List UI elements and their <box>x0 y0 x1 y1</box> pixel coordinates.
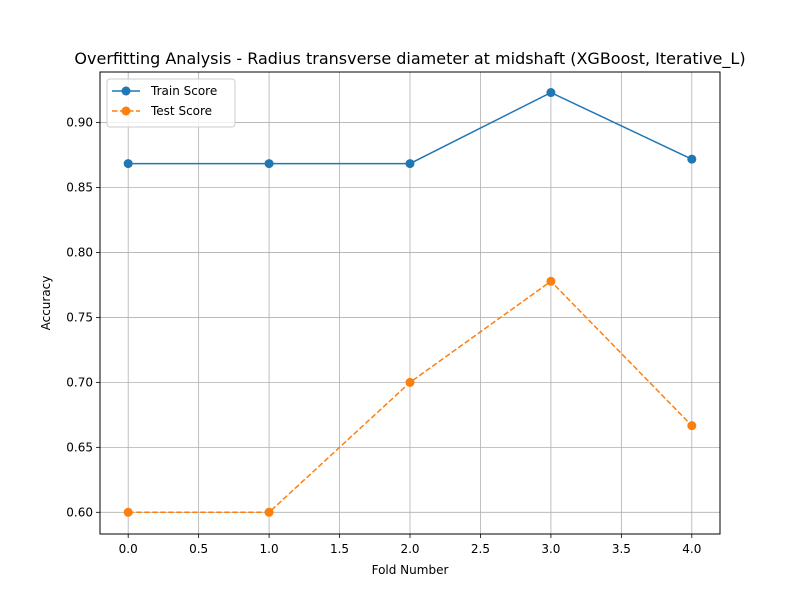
x-tick-label: 1.5 <box>330 542 349 556</box>
x-tick-label: 2.5 <box>471 542 490 556</box>
y-tick-label: 0.90 <box>66 116 93 130</box>
x-tick-label: 0.0 <box>119 542 138 556</box>
legend-marker-test-score <box>121 106 131 116</box>
y-tick-label: 0.70 <box>66 375 93 389</box>
test-score-point <box>264 507 274 517</box>
x-tick-label: 1.0 <box>260 542 279 556</box>
y-axis: 0.60 0.65 0.70 0.75 0.80 0.85 0.90 <box>66 116 100 519</box>
y-tick-label: 0.65 <box>66 440 93 454</box>
legend-label-train-score: Train Score <box>150 84 217 98</box>
legend-label-test-score: Test Score <box>150 104 212 118</box>
x-tick-label: 3.0 <box>541 542 560 556</box>
train-score-point <box>264 159 274 169</box>
y-axis-label: Accuracy <box>39 276 53 331</box>
x-axis-label: Fold Number <box>372 563 449 577</box>
y-tick-label: 0.60 <box>66 505 93 519</box>
y-tick-label: 0.80 <box>66 245 93 259</box>
test-score-point <box>687 421 697 431</box>
chart-title: Overfitting Analysis - Radius transverse… <box>74 49 745 69</box>
legend: Train Score Test Score <box>106 78 236 128</box>
y-tick-label: 0.75 <box>66 310 93 324</box>
legend-marker-train-score <box>121 86 131 96</box>
x-tick-label: 2.0 <box>400 542 419 556</box>
series-layer <box>123 88 697 517</box>
x-tick-label: 4.0 <box>682 542 701 556</box>
x-axis: 0.0 0.5 1.0 1.5 2.0 2.5 3.0 3.5 4.0 <box>119 534 701 556</box>
x-tick-label: 0.5 <box>189 542 208 556</box>
train-score-point <box>546 88 556 98</box>
test-score-point <box>405 377 415 387</box>
test-score-point <box>546 276 556 286</box>
train-score-point <box>123 159 133 169</box>
test-score-point <box>123 507 133 517</box>
train-score-point <box>687 154 697 164</box>
x-tick-label: 3.5 <box>612 542 631 556</box>
y-tick-label: 0.85 <box>66 181 93 195</box>
grid <box>100 72 720 534</box>
train-score-point <box>405 159 415 169</box>
